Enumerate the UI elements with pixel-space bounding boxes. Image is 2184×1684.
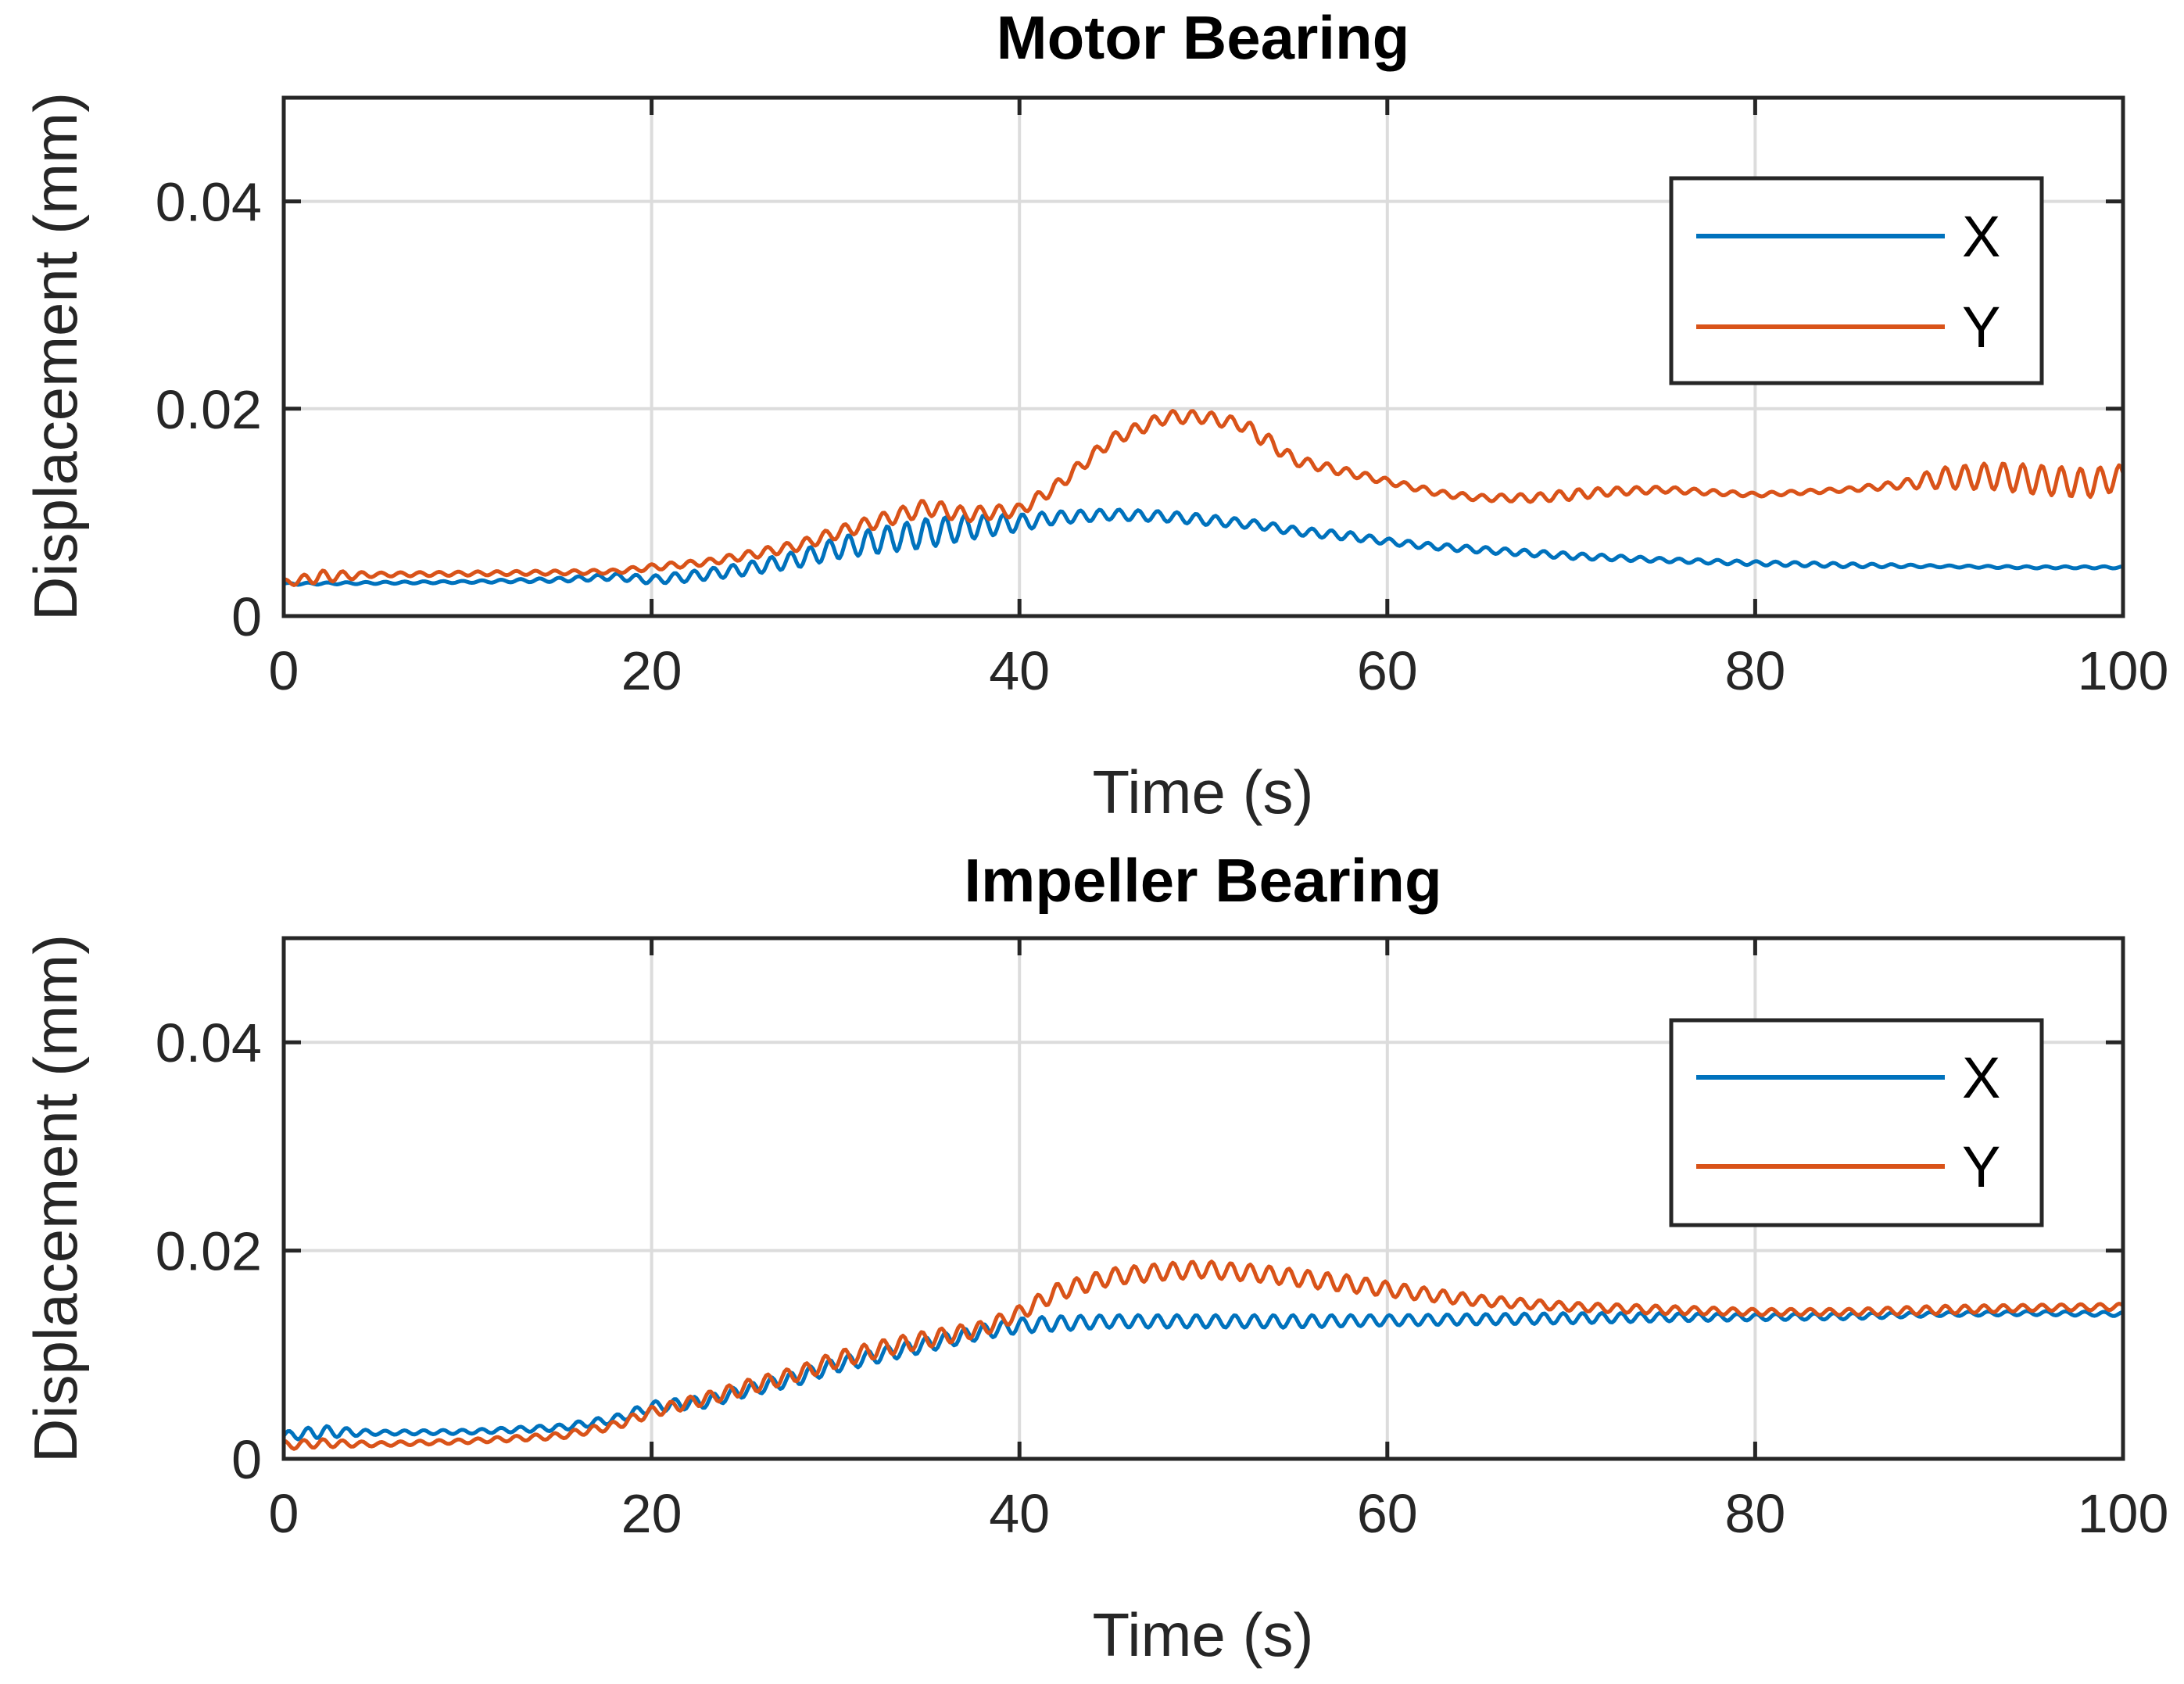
legend: X Y bbox=[1669, 176, 2044, 385]
x-tick-label: 40 bbox=[989, 1483, 1050, 1544]
legend-label-y: Y bbox=[1962, 1134, 2000, 1199]
chart-motor-bearing: 0 20 40 60 80 100 0 0.02 0.04 Motor Bearing Time… bbox=[21, 3, 2168, 826]
legend: X Y bbox=[1669, 1018, 2044, 1227]
x-tick-label: 100 bbox=[2078, 640, 2169, 701]
series-line-x bbox=[281, 507, 2125, 587]
legend-box bbox=[1669, 1018, 2044, 1227]
chart-impeller-bearing: 0 20 40 60 80 100 0 0.02 0.04 Impeller Bearing T… bbox=[21, 846, 2168, 1669]
legend-box bbox=[1669, 176, 2044, 385]
x-tick-label: 0 bbox=[269, 640, 299, 701]
x-tick-label: 20 bbox=[621, 1483, 682, 1544]
axes-box bbox=[281, 95, 2125, 618]
x-axis-label: Time (s) bbox=[1092, 1600, 1313, 1669]
x-tick-label: 40 bbox=[989, 640, 1050, 701]
y-tick-label: 0 bbox=[231, 1429, 262, 1490]
x-tick-label: 60 bbox=[1357, 1483, 1418, 1544]
x-tick-label: 20 bbox=[621, 640, 682, 701]
y-tick-label: 0 bbox=[231, 586, 262, 647]
y-axis-label: Displacement (mm) bbox=[21, 92, 90, 621]
x-tick-label: 60 bbox=[1357, 640, 1418, 701]
y-tick-label: 0.04 bbox=[156, 172, 262, 233]
legend-label-x: X bbox=[1962, 204, 2000, 269]
legend-label-x: X bbox=[1962, 1045, 2000, 1110]
y-tick-label: 0.02 bbox=[156, 1221, 262, 1282]
y-tick-label: 0.02 bbox=[156, 379, 262, 440]
chart-title: Motor Bearing bbox=[997, 3, 1410, 72]
x-axis-label: Time (s) bbox=[1092, 758, 1313, 826]
series-lines bbox=[281, 1259, 2125, 1451]
series-line-y bbox=[281, 409, 2125, 587]
legend-label-y: Y bbox=[1962, 295, 2000, 360]
y-tick-label: 0.04 bbox=[156, 1012, 262, 1073]
series-line-y bbox=[281, 1259, 2125, 1451]
x-tick-label: 0 bbox=[269, 1483, 299, 1544]
x-tick-label: 100 bbox=[2078, 1483, 2169, 1544]
ticks: 0 20 40 60 80 100 0 0.02 0.04 bbox=[156, 938, 2169, 1544]
x-tick-label: 80 bbox=[1724, 640, 1785, 701]
chart-title: Impeller Bearing bbox=[964, 846, 1441, 915]
ticks: 0 20 40 60 80 100 0 0.02 0.04 bbox=[156, 98, 2169, 701]
y-axis-label: Displacement (mm) bbox=[21, 934, 90, 1463]
axes-box bbox=[281, 936, 2125, 1461]
x-tick-label: 80 bbox=[1724, 1483, 1785, 1544]
series-lines bbox=[281, 409, 2125, 587]
